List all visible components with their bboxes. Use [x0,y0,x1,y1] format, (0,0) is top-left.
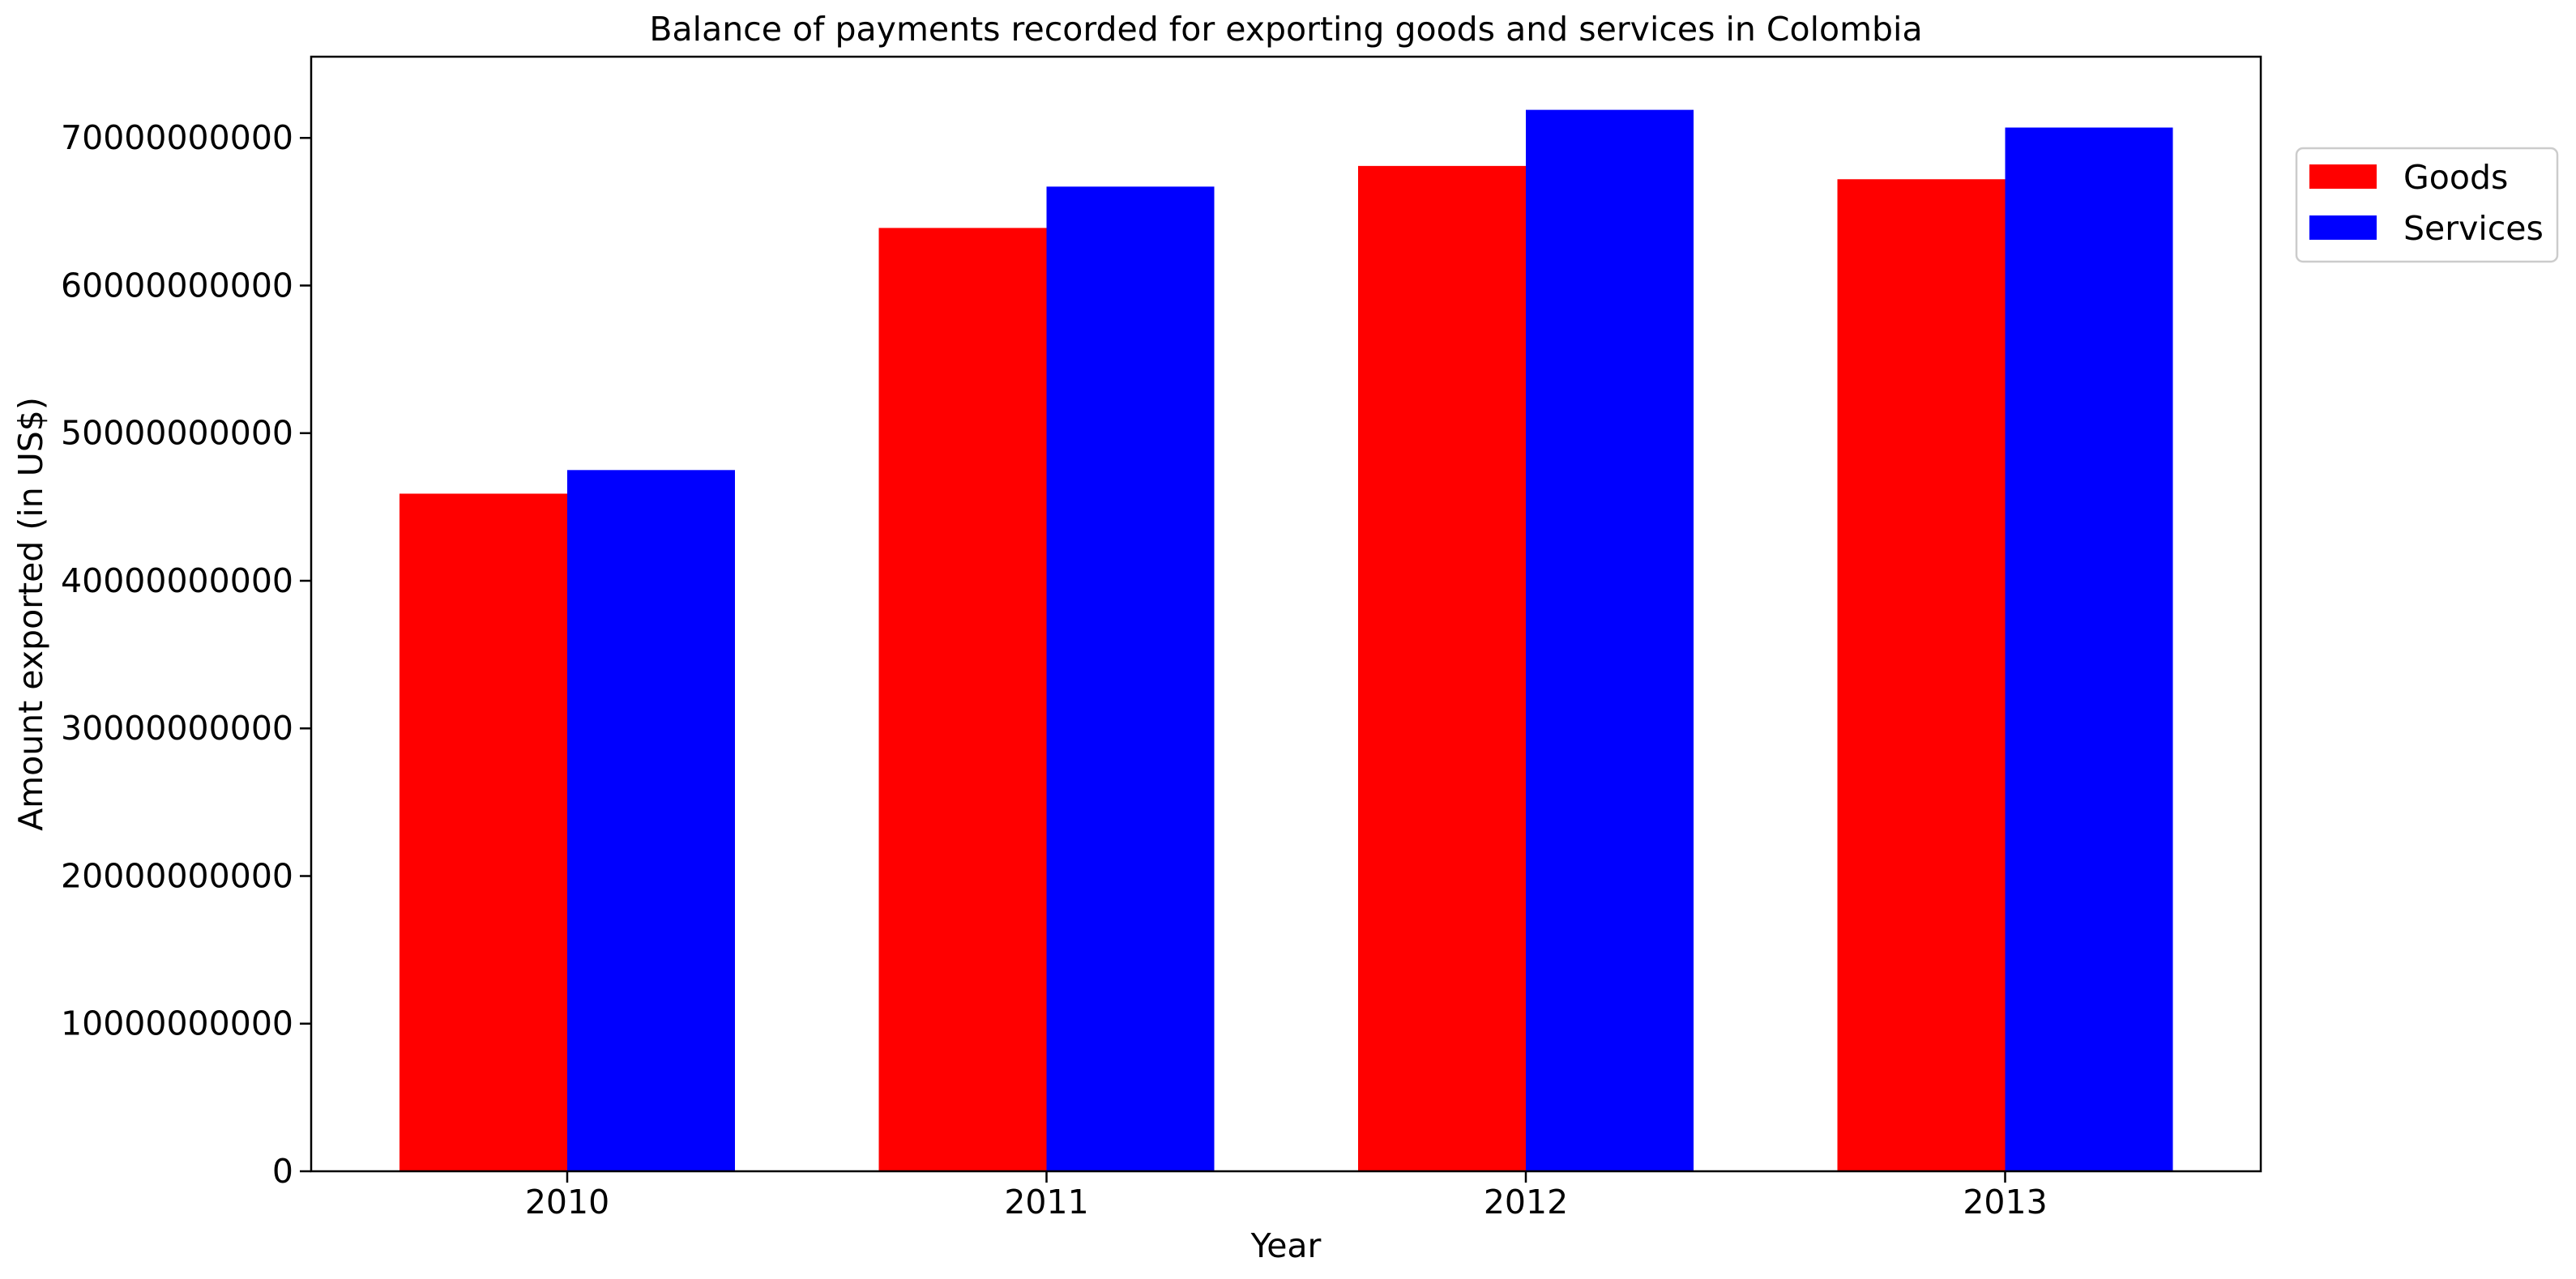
bar-services-2011 [1046,186,1215,1171]
y-tick-label: 10000000000 [61,1004,293,1043]
y-axis: 0 10000000000 20000000000 30000000000 400000… [61,118,311,1191]
x-axis: 2010 2011 2012 2013 [525,1171,2048,1221]
plot-frame [310,55,2262,1173]
bar-services-2013 [2005,127,2173,1171]
chart-title: Balance of payments recorded for exporti… [649,10,1922,49]
y-axis-label: Amount exported (in US$) [11,397,50,831]
legend[interactable]: Goods Services [2295,147,2559,263]
x-tick-label: 2012 [1484,1183,1568,1221]
bar-goods-2013 [1837,179,2006,1171]
legend-swatch-goods [2309,164,2377,189]
y-tick-label: 30000000000 [61,709,293,748]
y-tick-label: 0 [272,1152,293,1191]
y-tick-label: 40000000000 [61,561,293,600]
y-tick-label: 70000000000 [61,118,293,157]
legend-label-services: Services [2403,209,2544,248]
bar-goods-2010 [399,493,567,1171]
x-tick-label: 2011 [1004,1183,1088,1221]
x-tick-label: 2013 [1963,1183,2047,1221]
bars-group [399,109,2173,1172]
bar-goods-2011 [878,228,1047,1172]
bar-goods-2012 [1358,165,1526,1172]
bar-services-2010 [567,470,735,1171]
legend-label-goods: Goods [2403,158,2508,197]
bar-services-2012 [1526,109,1694,1171]
y-tick-label: 20000000000 [61,856,293,895]
y-tick-label: 50000000000 [61,414,293,453]
legend-swatch-services [2309,215,2377,240]
x-tick-label: 2010 [525,1183,609,1221]
y-tick-label: 60000000000 [61,266,293,305]
x-axis-label: Year [1250,1226,1322,1265]
